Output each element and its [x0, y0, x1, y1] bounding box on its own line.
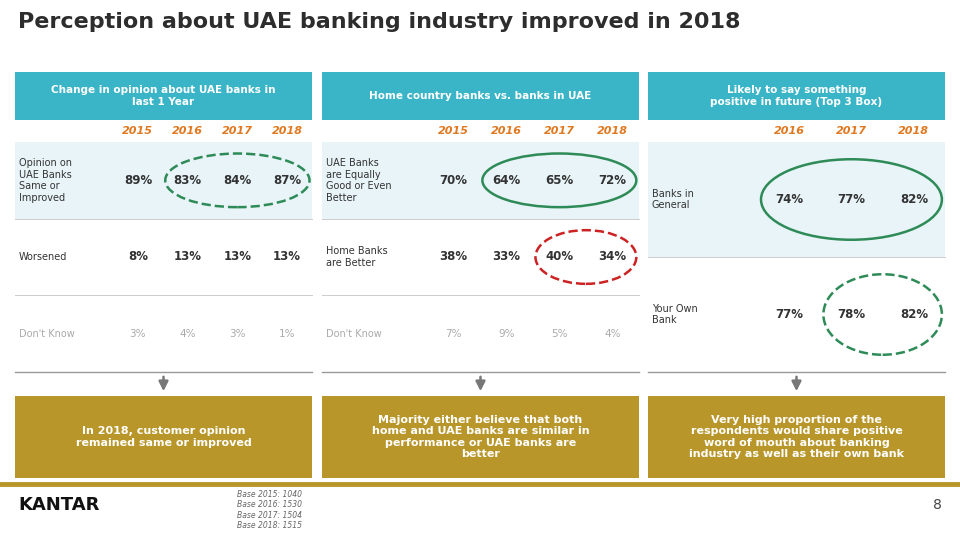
Text: Opinion on
UAE Banks
Same or
Improved: Opinion on UAE Banks Same or Improved — [19, 158, 72, 202]
Text: 4%: 4% — [180, 329, 196, 339]
Text: UAE Banks
are Equally
Good or Even
Better: UAE Banks are Equally Good or Even Bette… — [326, 158, 392, 202]
Text: Perception about UAE banking industry improved in 2018: Perception about UAE banking industry im… — [18, 12, 740, 32]
Text: 65%: 65% — [545, 174, 573, 187]
Text: 2015: 2015 — [122, 126, 154, 136]
Text: Don't Know: Don't Know — [326, 329, 382, 339]
Text: 2018: 2018 — [899, 126, 929, 136]
Text: In 2018, customer opinion
remained same or improved: In 2018, customer opinion remained same … — [76, 426, 252, 448]
FancyBboxPatch shape — [648, 396, 945, 478]
Text: Base 2015: 1040
Base 2016: 1530
Base 2017: 1504
Base 2018: 1515: Base 2015: 1040 Base 2016: 1530 Base 201… — [237, 490, 302, 530]
Text: 33%: 33% — [492, 251, 520, 264]
Text: 2015: 2015 — [438, 126, 468, 136]
Bar — [15, 72, 312, 120]
Text: Don't Know: Don't Know — [19, 329, 75, 339]
Text: 82%: 82% — [900, 308, 928, 321]
Text: 13%: 13% — [174, 251, 202, 264]
Text: KANTAR: KANTAR — [18, 496, 100, 514]
Text: 2017: 2017 — [222, 126, 252, 136]
Text: 74%: 74% — [775, 193, 804, 206]
Text: 5%: 5% — [551, 329, 567, 339]
Text: 1%: 1% — [278, 329, 296, 339]
Text: Home Banks
are Better: Home Banks are Better — [326, 246, 388, 268]
Bar — [648, 72, 945, 120]
Text: 7%: 7% — [444, 329, 462, 339]
Text: 2016: 2016 — [491, 126, 521, 136]
Text: 83%: 83% — [174, 174, 202, 187]
Text: 78%: 78% — [837, 308, 866, 321]
Text: 2016: 2016 — [172, 126, 204, 136]
Text: 70%: 70% — [439, 174, 468, 187]
Text: 13%: 13% — [224, 251, 252, 264]
Text: 2018: 2018 — [272, 126, 302, 136]
Text: 87%: 87% — [273, 174, 301, 187]
Text: 8: 8 — [933, 498, 942, 512]
Text: 2017: 2017 — [544, 126, 575, 136]
Text: Change in opinion about UAE banks in
last 1 Year: Change in opinion about UAE banks in las… — [51, 85, 276, 107]
Text: 77%: 77% — [837, 193, 866, 206]
Text: 82%: 82% — [900, 193, 928, 206]
Bar — [322, 72, 639, 120]
Bar — [322, 142, 639, 219]
Text: 38%: 38% — [439, 251, 468, 264]
Text: 84%: 84% — [224, 174, 252, 187]
Text: 2017: 2017 — [836, 126, 867, 136]
Text: Banks in
General: Banks in General — [652, 188, 694, 210]
Text: 64%: 64% — [492, 174, 520, 187]
Text: 2016: 2016 — [774, 126, 804, 136]
Text: Home country banks vs. banks in UAE: Home country banks vs. banks in UAE — [370, 91, 591, 101]
Text: 13%: 13% — [274, 251, 301, 264]
FancyBboxPatch shape — [322, 396, 639, 478]
Text: Your Own
Bank: Your Own Bank — [652, 303, 698, 325]
Text: 34%: 34% — [598, 251, 627, 264]
Text: Majority either believe that both
home and UAE banks are similar in
performance : Majority either believe that both home a… — [372, 415, 589, 460]
Text: 72%: 72% — [598, 174, 627, 187]
Text: Likely to say something
positive in future (Top 3 Box): Likely to say something positive in futu… — [710, 85, 882, 107]
Bar — [15, 142, 312, 219]
Text: 3%: 3% — [229, 329, 246, 339]
Text: 3%: 3% — [130, 329, 146, 339]
Text: 9%: 9% — [498, 329, 515, 339]
Text: 8%: 8% — [128, 251, 148, 264]
FancyBboxPatch shape — [15, 396, 312, 478]
Text: Very high proportion of the
respondents would share positive
word of mouth about: Very high proportion of the respondents … — [689, 415, 904, 460]
Text: Worsened: Worsened — [19, 252, 67, 262]
Text: 40%: 40% — [545, 251, 573, 264]
Bar — [648, 142, 945, 257]
Text: 89%: 89% — [124, 174, 152, 187]
Text: 4%: 4% — [604, 329, 621, 339]
Text: 77%: 77% — [775, 308, 804, 321]
Text: 2018: 2018 — [597, 126, 628, 136]
